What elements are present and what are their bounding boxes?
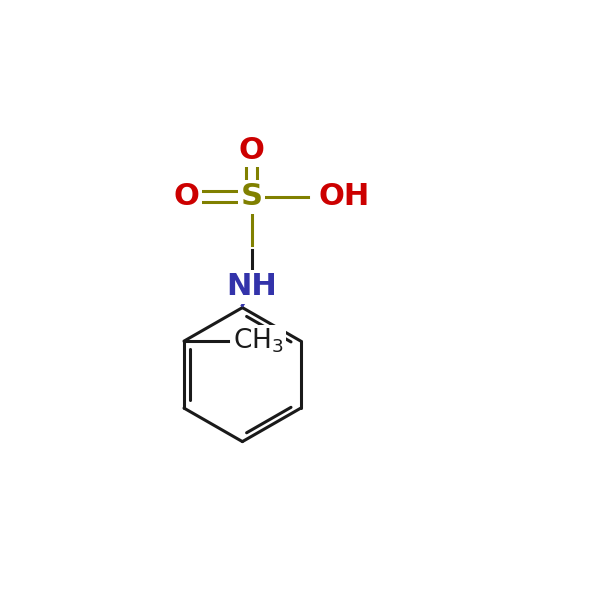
- Text: OH: OH: [318, 182, 370, 211]
- Text: S: S: [241, 182, 263, 211]
- Text: CH$_3$: CH$_3$: [233, 327, 284, 355]
- Text: O: O: [239, 136, 265, 165]
- Text: O: O: [173, 182, 200, 211]
- Text: NH: NH: [226, 272, 277, 301]
